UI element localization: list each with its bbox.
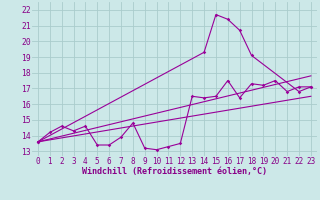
- X-axis label: Windchill (Refroidissement éolien,°C): Windchill (Refroidissement éolien,°C): [82, 167, 267, 176]
